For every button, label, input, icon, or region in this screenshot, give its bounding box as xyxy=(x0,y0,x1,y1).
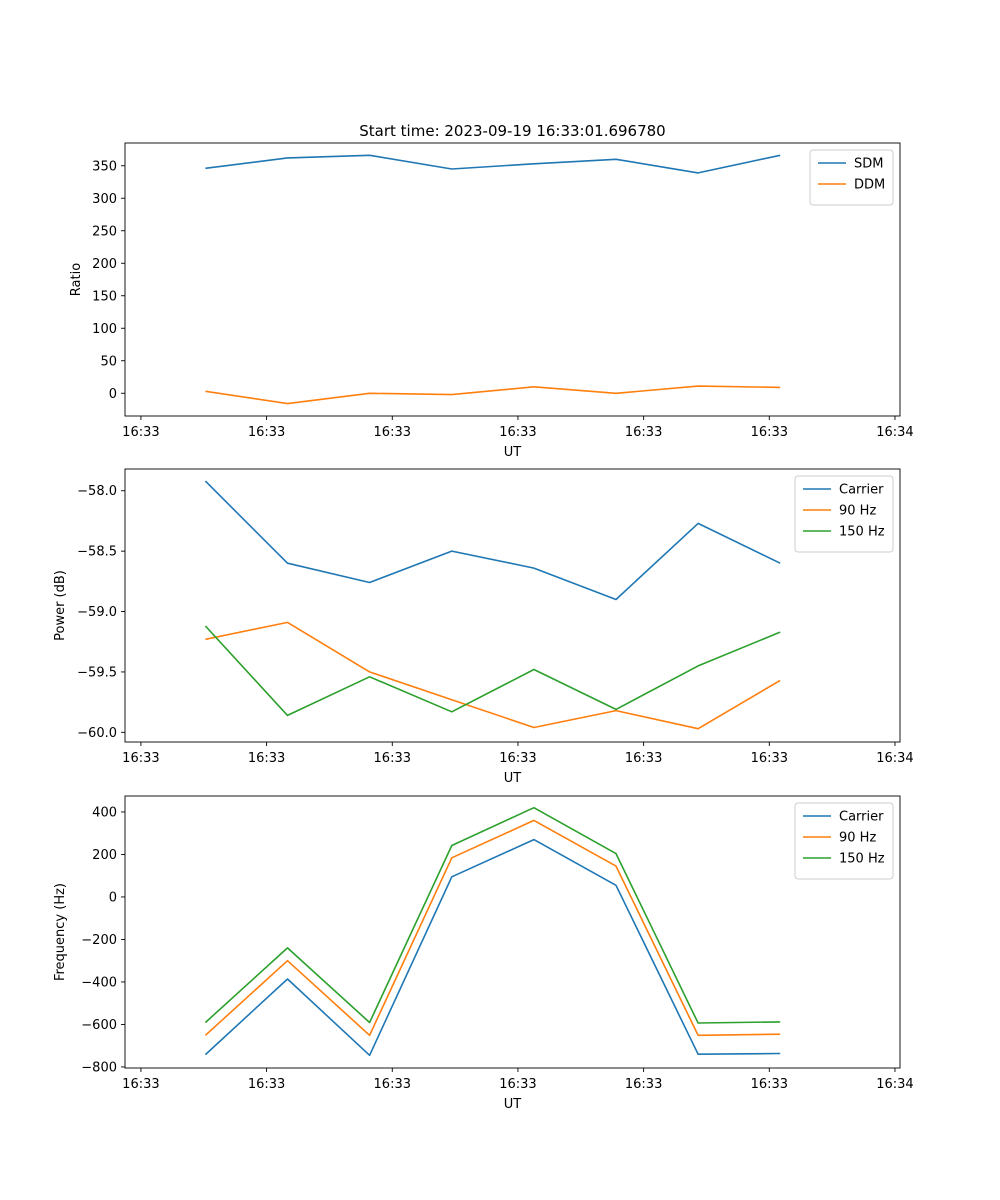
chart0-xtick-label-5: 16:33 xyxy=(751,425,788,440)
chart2-legend-label-2: 150 Hz xyxy=(839,852,885,867)
chart0-xtick-label-3: 16:33 xyxy=(499,425,536,440)
chart1-ytick-label-1: −59.5 xyxy=(77,665,117,680)
chart1-ylabel: Power (dB) xyxy=(53,570,68,641)
chart2-xtick-label-2: 16:33 xyxy=(374,1077,411,1092)
chart2-series-90-hz-line xyxy=(204,819,781,1037)
chart2-ytick-label-2: −400 xyxy=(81,975,117,990)
chart2-ytick-label-6: 400 xyxy=(92,805,117,820)
chart0-xtick-label-1: 16:33 xyxy=(248,425,285,440)
chart1-ytick-label-4: −58.0 xyxy=(77,484,117,499)
chart0-ytick-label-7: 350 xyxy=(92,159,117,174)
chart1-xtick-label-4: 16:33 xyxy=(625,751,662,766)
figure-title: Start time: 2023-09-19 16:33:01.696780 xyxy=(359,122,665,140)
chart0-series-sdm-line xyxy=(205,154,781,174)
chart1-xtick-label-5: 16:33 xyxy=(751,751,788,766)
subplot-ratio: 0 50 100 150 200 250 300 350 16:33 16:33 16:33 16:3… xyxy=(69,142,914,460)
chart1-xtick-label-1: 16:33 xyxy=(248,751,285,766)
chart2-xtick-label-4: 16:33 xyxy=(625,1077,662,1092)
chart1-legend-label-1: 90 Hz xyxy=(839,504,876,519)
chart0-ylabel: Ratio xyxy=(69,263,84,296)
chart0-legend-label-0: SDM xyxy=(854,157,883,172)
chart0-ytick-label-4: 200 xyxy=(92,257,117,272)
chart2-series-150-hz-line xyxy=(204,806,781,1024)
chart2-xlabel: UT xyxy=(504,1097,522,1112)
chart2-ytick-label-3: −200 xyxy=(81,933,117,948)
chart0-ytick-label-6: 300 xyxy=(92,192,117,207)
chart1-series-carrier-line xyxy=(204,480,781,601)
chart1-xtick-label-3: 16:33 xyxy=(499,751,536,766)
chart1-xtick-label-2: 16:33 xyxy=(374,751,411,766)
chart2-axes-frame xyxy=(124,795,901,1069)
subplot-frequency: −800 −600 −400 −200 0 200 400 16:33 16:33 16:33 16… xyxy=(53,795,914,1112)
chart1-ytick-label-2: −59.0 xyxy=(77,605,117,620)
chart0-ytick-label-2: 100 xyxy=(92,322,117,337)
chart2-legend-label-1: 90 Hz xyxy=(839,831,876,846)
chart0-xtick-label-4: 16:33 xyxy=(625,425,662,440)
chart0-ytick-label-1: 50 xyxy=(100,354,117,369)
chart2-ytick-label-0: −800 xyxy=(81,1060,117,1075)
chart2-series-carrier-line xyxy=(204,838,781,1057)
chart1-ytick-label-0: −60.0 xyxy=(77,726,117,741)
chart0-xtick-label-2: 16:33 xyxy=(374,425,411,440)
chart0-xtick-label-0: 16:33 xyxy=(122,425,159,440)
chart1-axes-frame xyxy=(124,468,901,743)
chart2-ytick-label-5: 200 xyxy=(92,848,117,863)
chart2-ylabel: Frequency (Hz) xyxy=(53,883,68,981)
chart0-xtick-label-6: 16:34 xyxy=(876,425,913,440)
chart1-xtick-label-6: 16:34 xyxy=(876,751,913,766)
chart2-xtick-label-3: 16:33 xyxy=(499,1077,536,1092)
chart2-legend-label-0: Carrier xyxy=(839,810,884,825)
chart1-legend-label-2: 150 Hz xyxy=(839,525,885,540)
chart0-xlabel: UT xyxy=(504,445,522,460)
chart0-ytick-label-0: 0 xyxy=(109,387,117,402)
chart2-xtick-label-0: 16:33 xyxy=(122,1077,159,1092)
chart1-legend-box xyxy=(794,475,894,553)
subplot-power: −60.0 −59.5 −59.0 −58.5 −58.0 16:33 16:33 16:33… xyxy=(53,468,914,786)
chart0-series-ddm-line xyxy=(205,385,781,405)
chart1-xtick-label-0: 16:33 xyxy=(122,751,159,766)
chart1-ytick-label-3: −58.5 xyxy=(77,545,117,560)
chart2-xtick-label-1: 16:33 xyxy=(248,1077,285,1092)
chart2-xtick-label-6: 16:34 xyxy=(876,1077,913,1092)
chart0-ytick-label-5: 250 xyxy=(92,224,117,239)
chart1-xlabel: UT xyxy=(504,771,522,786)
chart2-legend-box xyxy=(794,802,894,880)
chart0-legend-label-1: DDM xyxy=(854,178,885,193)
chart2-ytick-label-4: 0 xyxy=(109,890,117,905)
chart1-series-90-hz-line xyxy=(205,621,781,730)
chart2-xtick-label-5: 16:33 xyxy=(751,1077,788,1092)
chart2-ytick-label-1: −600 xyxy=(81,1018,117,1033)
chart1-series-150-hz-line xyxy=(204,625,781,717)
chart0-ytick-label-3: 150 xyxy=(92,289,117,304)
chart0-axes-frame xyxy=(124,142,901,417)
chart1-legend-label-0: Carrier xyxy=(839,483,884,498)
